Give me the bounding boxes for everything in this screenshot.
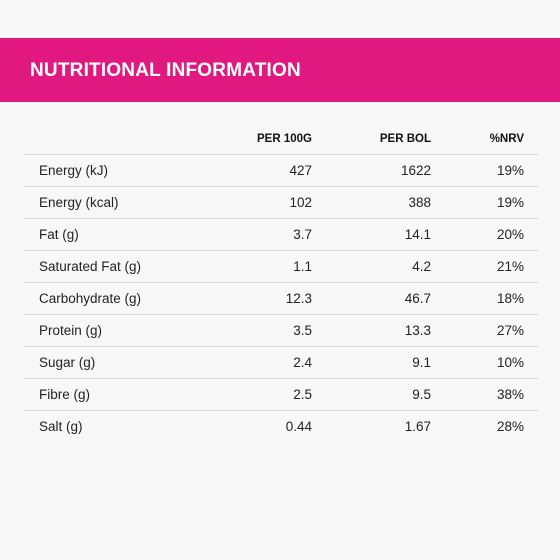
per-100g-value: 427 bbox=[289, 163, 312, 178]
nrv-value: 28% bbox=[496, 419, 524, 434]
column-header-per-bol: PER BOL bbox=[379, 133, 431, 145]
table-row: Carbohydrate (g) 12.3 46.7 18% bbox=[24, 283, 538, 315]
per-100g-value: 2.4 bbox=[293, 355, 312, 370]
per-100g-value: 1.1 bbox=[293, 259, 312, 274]
per-bol-value: 9.1 bbox=[412, 355, 431, 370]
per-bol-value: 46.7 bbox=[404, 291, 431, 306]
per-bol-value: 1622 bbox=[400, 163, 431, 178]
table-header-row: PER 100G PER BOL %NRV bbox=[24, 124, 538, 155]
per-100g-value: 3.5 bbox=[293, 323, 312, 338]
per-100g-value: 3.7 bbox=[293, 227, 312, 242]
per-bol-value: 4.2 bbox=[412, 259, 431, 274]
nutrient-name: Energy (kJ) bbox=[39, 163, 109, 178]
column-header-nrv: %NRV bbox=[489, 133, 524, 145]
table-row: Saturated Fat (g) 1.1 4.2 21% bbox=[24, 251, 538, 283]
nutrient-name: Carbohydrate (g) bbox=[39, 291, 142, 306]
per-bol-value: 13.3 bbox=[404, 323, 431, 338]
nrv-value: 21% bbox=[496, 259, 524, 274]
page-title: NUTRITIONAL INFORMATION bbox=[30, 60, 301, 81]
table-row: Protein (g) 3.5 13.3 27% bbox=[24, 315, 538, 347]
nutrient-name: Salt (g) bbox=[39, 419, 83, 434]
nrv-value: 19% bbox=[496, 163, 524, 178]
table-row: Energy (kJ) 427 1622 19% bbox=[24, 155, 538, 187]
nutrient-name: Energy (kcal) bbox=[39, 195, 119, 210]
per-bol-value: 14.1 bbox=[404, 227, 431, 242]
table-row: Salt (g) 0.44 1.67 28% bbox=[24, 411, 538, 443]
per-bol-value: 1.67 bbox=[404, 419, 431, 434]
nutrient-name: Sugar (g) bbox=[39, 355, 96, 370]
per-100g-value: 2.5 bbox=[293, 387, 312, 402]
nrv-value: 10% bbox=[496, 355, 524, 370]
table-row: Fat (g) 3.7 14.1 20% bbox=[24, 219, 538, 251]
table-row: Energy (kcal) 102 388 19% bbox=[24, 187, 538, 219]
per-bol-value: 9.5 bbox=[412, 387, 431, 402]
per-bol-value: 388 bbox=[408, 195, 431, 210]
nutrient-name: Protein (g) bbox=[39, 323, 103, 338]
nutrient-name: Fibre (g) bbox=[39, 387, 91, 402]
nutrient-name: Saturated Fat (g) bbox=[39, 259, 142, 274]
column-header-per-100g: PER 100G bbox=[257, 133, 312, 145]
per-100g-value: 0.44 bbox=[285, 419, 312, 434]
per-100g-value: 12.3 bbox=[285, 291, 312, 306]
nutrition-table: PER 100G PER BOL %NRV Energy (kJ) 427 16… bbox=[24, 124, 538, 443]
nrv-value: 38% bbox=[496, 387, 524, 402]
table-row: Sugar (g) 2.4 9.1 10% bbox=[24, 347, 538, 379]
nrv-value: 19% bbox=[496, 195, 524, 210]
nrv-value: 27% bbox=[496, 323, 524, 338]
table-row: Fibre (g) 2.5 9.5 38% bbox=[24, 379, 538, 411]
nutrient-name: Fat (g) bbox=[39, 227, 79, 242]
per-100g-value: 102 bbox=[289, 195, 312, 210]
nrv-value: 18% bbox=[496, 291, 524, 306]
nrv-value: 20% bbox=[496, 227, 524, 242]
header-band: NUTRITIONAL INFORMATION bbox=[0, 38, 560, 102]
